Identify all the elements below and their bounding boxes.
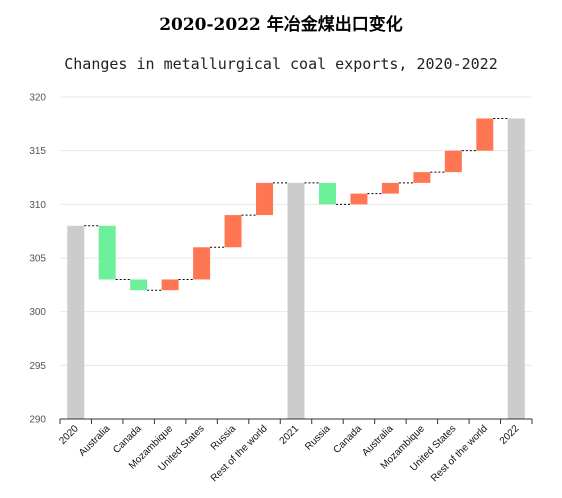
bar-total [507, 118, 525, 419]
x-category-label: Russia [209, 423, 239, 453]
x-category-label: Australia [77, 423, 113, 459]
bars [67, 118, 525, 419]
bar-decrease [130, 279, 148, 291]
bar-decrease [98, 225, 116, 280]
y-tick-label: 320 [29, 93, 46, 104]
y-tick-label: 300 [29, 307, 46, 318]
x-category-label: 2021 [278, 423, 302, 447]
bar-total [287, 182, 305, 419]
bar-increase [350, 193, 368, 205]
bar-increase [381, 182, 399, 194]
bar-increase [224, 215, 242, 248]
x-category-label: Rest of the world [429, 423, 490, 484]
x-axis [59, 418, 533, 424]
x-category-label: Russia [303, 423, 333, 453]
bar-increase [256, 182, 274, 216]
y-axis-ticks: 290 295 300 305 310 315 320 [29, 93, 46, 426]
y-tick-label: 295 [29, 361, 46, 372]
bar-increase [476, 118, 494, 151]
connector-lines [84, 117, 508, 291]
x-category-label: 2020 [57, 423, 81, 447]
bar-increase [193, 247, 211, 280]
bar-increase [161, 279, 179, 291]
chart-title: 2020-2022 年冶金煤出口变化 [159, 15, 403, 35]
x-category-label: 2022 [498, 423, 522, 447]
bar-increase [413, 172, 431, 183]
bar-decrease [318, 182, 336, 205]
y-tick-label: 310 [29, 200, 46, 211]
y-tick-label: 305 [29, 254, 46, 265]
bar-total [67, 225, 85, 419]
y-tick-label: 290 [29, 415, 46, 426]
x-category-label: Rest of the world [209, 423, 270, 484]
bar-increase [444, 150, 462, 173]
chart-subtitle: Changes in metallurgical coal exports, 2… [64, 55, 498, 73]
y-tick-label: 315 [29, 146, 46, 157]
